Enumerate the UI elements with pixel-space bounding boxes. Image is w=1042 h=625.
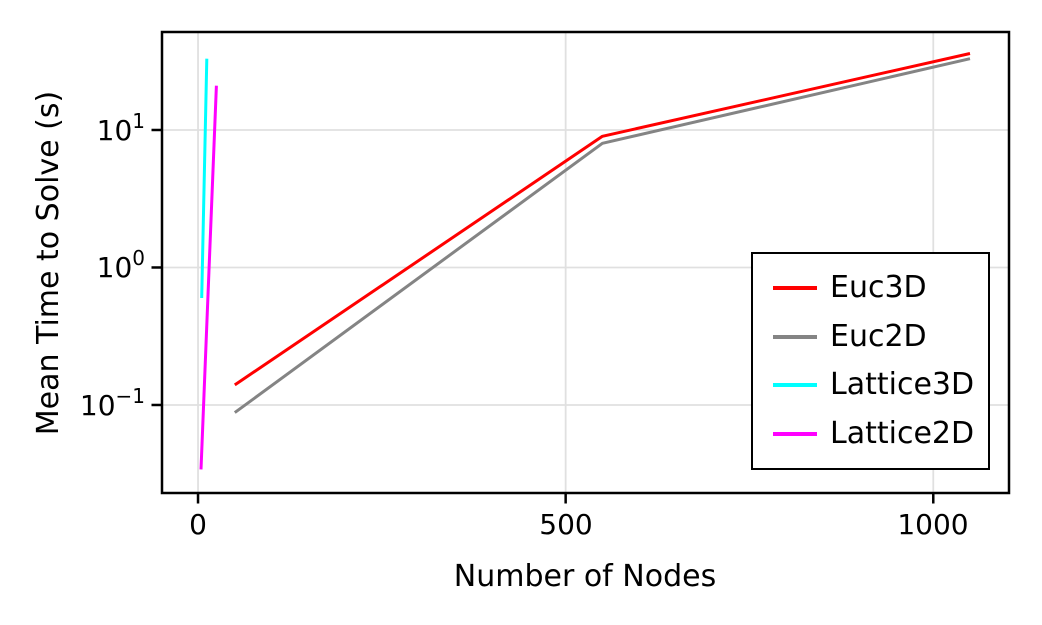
legend-item-lattice2d: Lattice2D: [753, 415, 988, 451]
series-line-lattice3d: [200, 58, 209, 299]
series-lines: [199, 52, 971, 470]
legend-item-euc2d: Euc2D: [753, 318, 988, 354]
x-tick-label-500: 500: [539, 508, 592, 541]
legend-line-swatch-euc3d: [773, 286, 817, 291]
legend-line-swatch-lattice2d: [773, 431, 817, 436]
y-tick-label-10e0: 100: [97, 246, 145, 284]
series-line-euc3d: [233, 52, 971, 387]
x-tick-label-1000: 1000: [897, 508, 968, 541]
y-tick-label-10e-1: 10−1: [80, 384, 145, 422]
legend-label-lattice3d: Lattice3D: [830, 367, 975, 403]
legend-label-euc3d: Euc3D: [830, 270, 927, 306]
legend-item-euc3d: Euc3D: [753, 273, 988, 303]
legend-line-swatch-euc2d: [773, 334, 817, 339]
axis-ticks: [151, 128, 935, 504]
plot-frame: [160, 30, 1011, 495]
legend-box: Euc3D Euc2D Lattice3D Lattice2D: [751, 252, 990, 470]
y-tick-label-10e1: 101: [97, 109, 145, 147]
y-axis-label: Mean Time to Solve (s): [31, 91, 66, 435]
legend-line-swatch-lattice3d: [773, 383, 817, 388]
legend-label-euc2d: Euc2D: [830, 318, 927, 354]
x-axis-label: Number of Nodes: [454, 559, 716, 594]
legend-label-lattice2d: Lattice2D: [830, 415, 975, 451]
series-line-lattice2d: [199, 85, 218, 470]
x-tick-label-0: 0: [189, 508, 207, 541]
legend-item-lattice3d: Lattice3D: [753, 370, 988, 400]
series-line-euc2d: [233, 57, 971, 414]
